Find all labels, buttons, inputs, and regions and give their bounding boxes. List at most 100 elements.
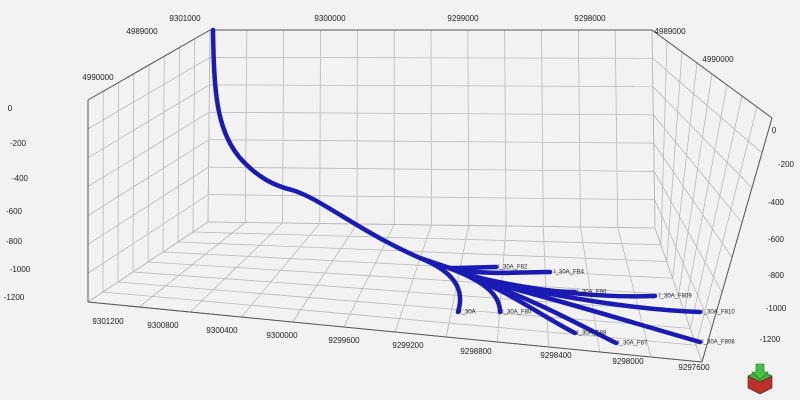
tick-label: 4989000 [126,27,158,36]
branch [452,267,553,276]
tick-label: 9299000 [447,14,479,23]
tick-label: 4990000 [82,73,114,82]
box-edge [701,117,773,363]
grid-line [162,251,673,279]
box-edge [87,301,703,363]
grid-line [652,86,753,188]
tick-label: -600 [768,235,785,244]
branch [477,277,703,345]
branch [447,264,499,271]
grid-line [209,84,653,87]
grid-line [132,271,685,313]
tick-label: 9298000 [574,14,606,23]
tick-label: 4990000 [702,55,734,64]
grid-line [653,142,733,258]
tick-label: -600 [6,207,23,216]
grid-line [504,29,507,227]
grid-line [695,106,758,346]
grid-line [678,73,713,296]
grid-line [87,84,210,159]
grid-line [87,139,210,216]
tick-label: -800 [6,237,23,246]
grid-line [177,47,180,243]
grid-line [147,261,679,296]
grid-line [467,29,470,226]
tick-label: 9298000 [612,357,644,366]
well-label: I_30A_F90 [577,290,607,296]
grid-line [87,57,210,130]
grid-line [87,111,210,187]
grid-line [430,29,432,226]
branch [417,255,463,315]
grid-line [319,29,321,224]
grid-line [653,171,723,293]
tick-label: 9299600 [328,336,360,345]
well-label: I_30A_F808 [702,340,735,346]
grid-line [660,40,668,245]
grid-line [132,73,135,273]
grid-line [672,62,698,279]
grid [87,29,773,363]
box-edge [87,29,211,101]
grid-line [147,64,150,263]
tick-label: -1200 [760,335,781,344]
grid-line [177,241,667,262]
tick-label: 0 [8,104,13,113]
grid-line [683,84,728,312]
grid-line [117,281,691,329]
grid-line [652,114,743,223]
grid-line [652,57,763,154]
well-label: I_30A_F809 [659,294,692,300]
labels: 9301000 9300000 9299000 9298000 4989000 49900… [4,14,795,372]
tick-label: 0 [772,126,777,135]
well-label: I_30A_F80 [502,310,532,316]
tick-label: 9300000 [314,14,346,23]
grid-line [209,57,653,59]
grid-line [541,29,544,227]
tick-label: -400 [768,198,785,207]
orientation-icon[interactable] [747,363,773,395]
grid-line [689,95,743,329]
tick-label: -200 [778,160,795,169]
grid-line [208,166,655,172]
well-label: I_30A_F88 [577,331,607,337]
grid-line [87,166,209,245]
well-label: I_30A_F810 [702,310,735,316]
grid-line [209,111,654,116]
tick-label: 9300400 [206,326,238,335]
grid-line [651,29,656,229]
tick-label: 9299200 [392,341,424,350]
tick-label: -1200 [4,293,25,302]
grid-line [208,139,654,144]
well-label: I_30A [460,310,476,316]
grid-line [87,194,209,274]
grid-line [208,194,655,201]
tick-label: -800 [768,271,785,280]
tick-label: 9298400 [540,351,572,360]
tick-label: 9298800 [460,347,492,356]
grid-line [207,29,211,223]
tick-label: 9297600 [678,363,710,372]
grid-line [244,29,248,223]
tick-label: -400 [12,174,29,183]
box-edge [651,29,773,119]
tick-label: -200 [10,139,27,148]
grid-line [282,29,285,224]
grid-line [666,51,683,262]
grid-line [614,29,619,228]
well-trajectories [210,27,703,346]
well-label: I_30A_F82 [498,265,528,271]
tick-label: -1000 [766,304,787,313]
grid-line [192,38,196,233]
tick-label: 9300800 [147,321,179,330]
tick-label: 9300000 [266,331,298,340]
grid-line [577,29,581,228]
branch [475,277,619,346]
grid-line [654,199,713,328]
well-label: I_30A_F87 [618,341,648,347]
grid-line [117,82,119,283]
grid-line [102,291,697,346]
grid-line [192,231,661,246]
